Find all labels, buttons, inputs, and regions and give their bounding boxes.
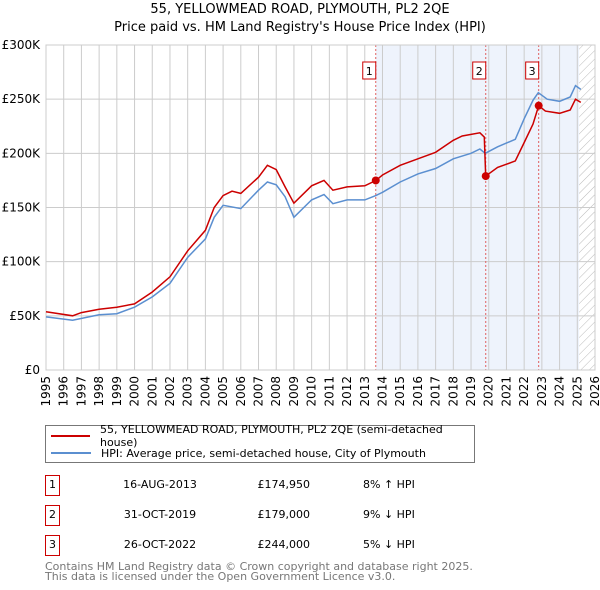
legend-swatch-blue <box>51 452 91 454</box>
x-tick-label: 2016 <box>411 376 425 407</box>
sale-point <box>371 176 380 185</box>
x-tick-label: 1996 <box>57 376 71 407</box>
legend-item-property: 55, YELLOWMEAD ROAD, PLYMOUTH, PL2 2QE (… <box>46 423 474 449</box>
footer-copyright: Contains HM Land Registry data © Crown c… <box>45 560 473 573</box>
x-tick-label: 2000 <box>128 376 142 407</box>
sale-marker-number: 3 <box>529 65 536 78</box>
footer-licence: This data is licensed under the Open Gov… <box>45 570 396 583</box>
legend-item-hpi: HPI: Average price, semi-detached house,… <box>46 445 426 461</box>
sale-date: 26-OCT-2022 <box>123 538 197 551</box>
y-tick-label: £0 <box>25 363 40 377</box>
x-tick-label: 1999 <box>110 376 124 407</box>
x-tick-label: 2006 <box>234 376 248 407</box>
sale-date: 31-OCT-2019 <box>123 508 197 521</box>
sale-row: 3 26-OCT-2022 £244,000 5% ↓ HPI <box>45 535 465 556</box>
sale-marker-label: 1 <box>45 475 60 496</box>
x-tick-label: 2010 <box>305 376 319 407</box>
sale-marker-number: 2 <box>476 65 483 78</box>
legend: 55, YELLOWMEAD ROAD, PLYMOUTH, PL2 2QE (… <box>45 423 475 463</box>
x-tick-label: 2021 <box>499 376 513 407</box>
sale-price: £244,000 <box>257 538 311 551</box>
x-tick-label: 1997 <box>74 376 88 407</box>
x-tick-label: 2020 <box>482 376 496 407</box>
x-tick-label: 2013 <box>358 376 372 407</box>
legend-label: HPI: Average price, semi-detached house,… <box>101 446 426 460</box>
x-tick-label: 2025 <box>570 376 584 407</box>
y-tick-label: £200K <box>2 146 42 160</box>
legend-swatch-red <box>51 435 90 437</box>
y-tick-label: £250K <box>2 92 42 106</box>
sale-hpi-diff: 9% ↓ HPI <box>363 508 415 521</box>
legend-label: 55, YELLOWMEAD ROAD, PLYMOUTH, PL2 2QE (… <box>99 423 443 449</box>
y-tick-label: £300K <box>2 38 42 52</box>
sale-marker-box <box>362 61 377 80</box>
sale-marker-number: 1 <box>366 65 373 78</box>
x-tick-label: 2012 <box>340 376 354 407</box>
sale-marker-box <box>472 61 487 80</box>
sale-point <box>534 101 543 110</box>
x-tick-label: 2001 <box>145 376 159 407</box>
x-tick-label: 2002 <box>163 376 177 407</box>
x-tick-label: 2003 <box>181 376 195 407</box>
y-tick-label: £150K <box>2 201 42 215</box>
x-tick-label: 2022 <box>517 376 531 407</box>
x-tick-label: 1995 <box>39 376 53 407</box>
sale-row: 2 31-OCT-2019 £179,000 9% ↓ HPI <box>45 505 465 526</box>
sale-marker-label: 2 <box>45 505 60 526</box>
x-tick-label: 2008 <box>269 376 283 407</box>
x-tick-label: 2004 <box>198 376 212 407</box>
x-tick-label: 2026 <box>588 376 600 407</box>
y-tick-label: £50K <box>9 309 41 323</box>
x-tick-label: 2005 <box>216 376 230 407</box>
x-tick-label: 2018 <box>446 376 460 407</box>
hpi-line <box>45 84 582 321</box>
x-tick-label: 2023 <box>535 376 549 407</box>
x-tick-label: 2024 <box>553 376 567 407</box>
sale-row: 1 16-AUG-2013 £174,950 8% ↑ HPI <box>45 475 465 496</box>
sale-point <box>481 172 490 181</box>
sale-marker-label: 3 <box>45 535 60 556</box>
sale-hpi-diff: 8% ↑ HPI <box>363 478 415 491</box>
x-tick-label: 2015 <box>393 376 407 407</box>
property-price-line <box>45 98 582 317</box>
sale-date: 16-AUG-2013 <box>123 478 197 491</box>
x-tick-label: 2011 <box>322 376 336 407</box>
sale-price: £174,950 <box>257 478 311 491</box>
sale-marker-box <box>525 61 540 80</box>
sale-price: £179,000 <box>257 508 311 521</box>
x-tick-label: 2017 <box>429 376 443 407</box>
x-tick-label: 2019 <box>464 376 478 407</box>
price-chart: 1995 1996 1997 1998 1999 2000 2001 2002 2003 2004… <box>2 38 600 407</box>
chart-subtitle: Price paid vs. HM Land Registry's House … <box>114 20 486 35</box>
x-tick-label: 2007 <box>252 376 266 407</box>
chart-title: 55, YELLOWMEAD ROAD, PLYMOUTH, PL2 2QE <box>150 2 450 17</box>
y-tick-label: £100K <box>2 255 42 269</box>
x-tick-label: 2014 <box>375 376 389 407</box>
sale-hpi-diff: 5% ↓ HPI <box>363 538 415 551</box>
x-tick-label: 1998 <box>92 376 106 407</box>
plot-frame <box>45 44 596 371</box>
x-tick-label: 2009 <box>287 376 301 407</box>
